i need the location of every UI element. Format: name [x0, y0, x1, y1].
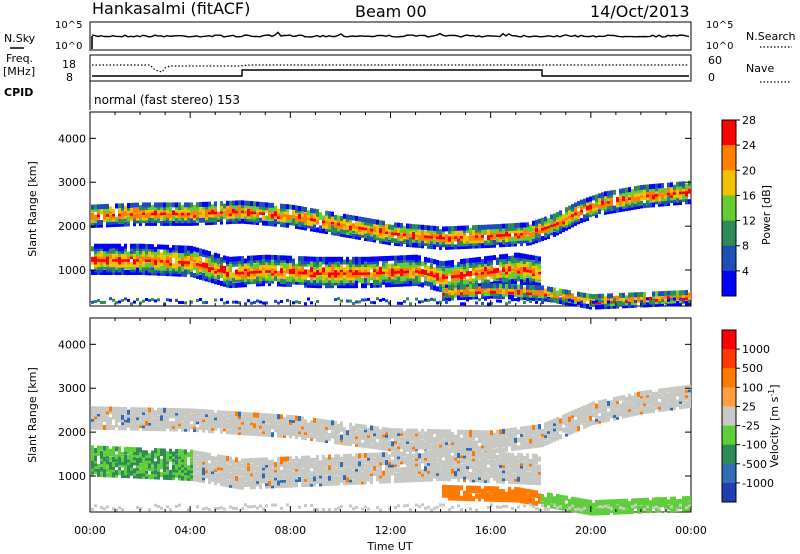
- freq-label-2: [MHz]: [3, 65, 35, 78]
- colorbar-segment: [722, 444, 736, 465]
- power-colorbar-label: Power [dB]: [760, 185, 773, 245]
- colorbar-tick-label: 24: [742, 139, 756, 152]
- nsky-tick-top: 10^5: [55, 20, 82, 31]
- x-tick-label: 08:00: [274, 524, 306, 537]
- date-title: 14/Oct/2013: [590, 2, 690, 21]
- velocity-heatmap: [91, 384, 691, 516]
- colorbar-segment: [722, 406, 736, 427]
- y-tick-label: 3000: [58, 382, 86, 395]
- beam-title: Beam 00: [355, 2, 427, 21]
- y-tick-label: 1000: [58, 264, 86, 277]
- colorbar-tick-label: 16: [742, 189, 756, 202]
- x-tick-label: 00:00: [675, 524, 707, 537]
- velocity-colorbar-label: Velocity [m s-1]: [767, 384, 782, 467]
- nsky-tick-bottom: 10^0: [55, 41, 82, 52]
- colorbar-segment: [722, 245, 736, 272]
- nave-tick-bottom: 0: [708, 71, 715, 84]
- y-tick-label: 1000: [58, 470, 86, 483]
- freq-panel: [89, 54, 692, 82]
- y-tick-label: 2000: [58, 426, 86, 439]
- colorbar-tick-label: 20: [742, 164, 756, 177]
- colorbar-segment: [722, 170, 736, 196]
- power-heatmap: [91, 180, 691, 310]
- freq-label-1: Freq.: [6, 52, 33, 65]
- velocity-ylabel: Slant Range [km]: [26, 367, 39, 463]
- velocity-axes: 1000 2000 3000 4000: [58, 318, 692, 512]
- nsky-panel: [89, 21, 692, 51]
- y-tick-label: 4000: [58, 132, 86, 145]
- colorbar-segment: [722, 145, 736, 171]
- nsearch-tick-bottom: 10^0: [706, 41, 733, 52]
- cpid-label: CPID: [4, 86, 33, 99]
- station-title: Hankasalmi (fitACF): [92, 0, 250, 18]
- y-tick-label: 3000: [58, 176, 86, 189]
- colorbar-tick-label: 500: [742, 362, 763, 375]
- nsky-trace: [91, 31, 690, 38]
- y-tick-label: 4000: [58, 338, 86, 351]
- colorbar-tick-label: 12: [742, 215, 756, 228]
- x-tick-label: 12:00: [375, 524, 407, 537]
- colorbar-segment: [722, 482, 736, 503]
- x-tick-label: 00:00: [74, 524, 106, 537]
- power-panel: 1000 2000 3000 4000: [58, 111, 692, 310]
- nave-label: Nave: [746, 62, 774, 75]
- nsearch-tick-top: 10^5: [706, 20, 733, 31]
- x-tick-label: 20:00: [575, 524, 607, 537]
- nsky-label: N.Sky: [4, 32, 36, 45]
- colorbar-tick-label: -500: [742, 458, 767, 471]
- power-colorbar: 4 8 12 16 20 24 28: [721, 114, 756, 297]
- velocity-panel: 1000 2000 3000 4000: [58, 317, 692, 516]
- colorbar-segment: [722, 349, 736, 369]
- colorbar-tick-label: 1000: [742, 343, 770, 356]
- nsearch-label: N.Search: [746, 30, 796, 43]
- freq-tick-top: 18: [62, 58, 76, 71]
- colorbar-tick-label: -25: [742, 420, 760, 433]
- colorbar-tick-label: -1000: [742, 477, 774, 490]
- colorbar-segment: [722, 330, 736, 350]
- colorbar-segment: [722, 120, 736, 146]
- power-axes: 1000 2000 3000 4000: [58, 112, 692, 306]
- colorbar-segment: [722, 368, 736, 388]
- colorbar-tick-label: 28: [742, 114, 756, 127]
- power-ylabel: Slant Range [km]: [26, 161, 39, 257]
- colorbar-tick-label: 8: [742, 240, 749, 253]
- colorbar-segment: [722, 195, 736, 222]
- x-tick-label: 16:00: [475, 524, 507, 537]
- colorbar-segment: [722, 425, 736, 446]
- colorbar-tick-label: -100: [742, 439, 767, 452]
- cpid-value: normal (fast stereo) 153: [94, 93, 240, 107]
- colorbar-tick-label: 100: [742, 381, 763, 394]
- freq-tick-bottom: 8: [66, 71, 73, 84]
- colorbar-segment: [722, 220, 736, 247]
- freq-trace: [92, 69, 689, 77]
- y-tick-label: 2000: [58, 220, 86, 233]
- time-axis-label: Time UT: [366, 540, 412, 553]
- time-axis-labels: 00:00 04:00 08:00 12:00 16:00 20:00 00:00: [74, 524, 707, 537]
- x-tick-label: 04:00: [174, 524, 206, 537]
- colorbar-tick-label: 4: [742, 265, 749, 278]
- colorbar-segment: [722, 463, 736, 484]
- colorbar-segment: [722, 387, 736, 407]
- velocity-colorbar: 1000 500 100 25 -25 -100 -500 -1000: [721, 329, 774, 503]
- nave-trace: [92, 64, 689, 73]
- colorbar-segment: [722, 270, 736, 297]
- colorbar-tick-label: 25: [742, 400, 756, 413]
- nave-tick-top: 60: [708, 54, 722, 67]
